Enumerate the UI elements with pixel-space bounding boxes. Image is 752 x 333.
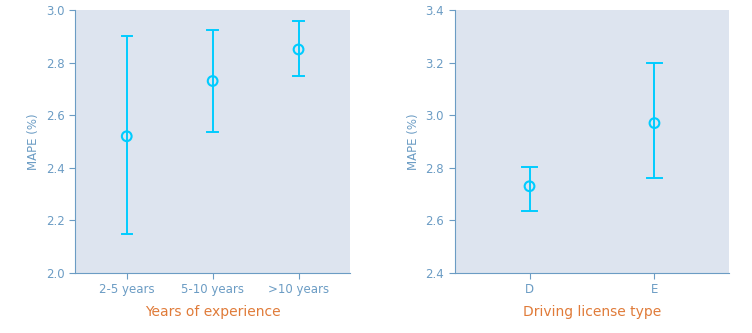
Point xyxy=(293,47,305,52)
Point xyxy=(207,78,219,84)
Point xyxy=(648,121,660,126)
Y-axis label: MAPE (%): MAPE (%) xyxy=(28,113,41,170)
Y-axis label: MAPE (%): MAPE (%) xyxy=(407,113,420,170)
Point xyxy=(121,134,133,139)
Point xyxy=(523,183,535,189)
X-axis label: Years of experience: Years of experience xyxy=(145,305,280,319)
X-axis label: Driving license type: Driving license type xyxy=(523,305,661,319)
